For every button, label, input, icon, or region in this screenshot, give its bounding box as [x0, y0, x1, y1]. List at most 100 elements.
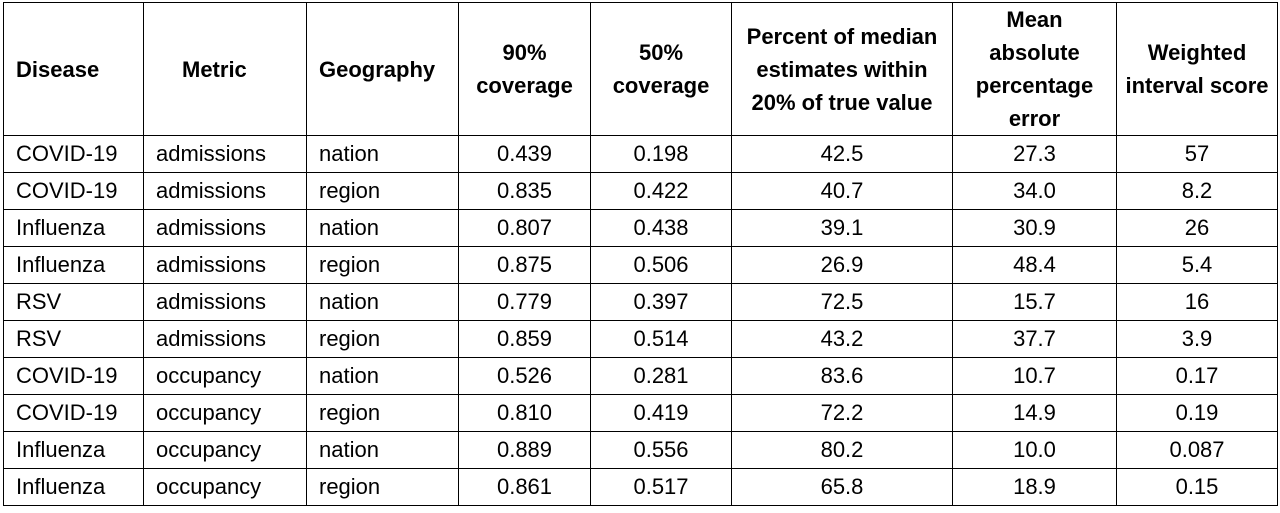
cell-mape: 27.3: [952, 135, 1117, 173]
cell-geography: nation: [306, 357, 459, 395]
cell-wis: 57: [1116, 135, 1278, 173]
cell-metric: occupancy: [143, 431, 307, 469]
header-90-coverage: 90% coverage: [458, 2, 591, 136]
cell-geography: nation: [306, 135, 459, 173]
cell-geography: region: [306, 246, 459, 284]
cell-metric: admissions: [143, 246, 307, 284]
cell-50-coverage: 0.506: [590, 246, 732, 284]
header-50-coverage: 50% coverage: [590, 2, 732, 136]
cell-geography: region: [306, 320, 459, 358]
cell-metric: admissions: [143, 320, 307, 358]
cell-wis: 0.17: [1116, 357, 1278, 395]
cell-percent-within-20: 42.5: [731, 135, 953, 173]
cell-90-coverage: 0.810: [458, 394, 591, 432]
cell-50-coverage: 0.438: [590, 209, 732, 247]
cell-percent-within-20: 83.6: [731, 357, 953, 395]
cell-50-coverage: 0.198: [590, 135, 732, 173]
cell-mape: 10.7: [952, 357, 1117, 395]
cell-wis: 0.15: [1116, 468, 1278, 506]
cell-disease: Influenza: [3, 246, 144, 284]
cell-disease: Influenza: [3, 431, 144, 469]
cell-metric: admissions: [143, 209, 307, 247]
table-row: Influenza occupancy region 0.861 0.517 6…: [3, 468, 1278, 506]
cell-geography: region: [306, 394, 459, 432]
cell-disease: COVID-19: [3, 357, 144, 395]
cell-90-coverage: 0.439: [458, 135, 591, 173]
cell-wis: 16: [1116, 283, 1278, 321]
cell-wis: 8.2: [1116, 172, 1278, 210]
table-row: COVID-19 occupancy region 0.810 0.419 72…: [3, 394, 1278, 432]
forecast-metrics-table: Disease Metric Geography 90% coverage 50…: [3, 2, 1278, 506]
cell-mape: 34.0: [952, 172, 1117, 210]
cell-mape: 30.9: [952, 209, 1117, 247]
cell-90-coverage: 0.859: [458, 320, 591, 358]
cell-mape: 15.7: [952, 283, 1117, 321]
cell-disease: Influenza: [3, 209, 144, 247]
cell-percent-within-20: 72.2: [731, 394, 953, 432]
cell-disease: RSV: [3, 283, 144, 321]
cell-mape: 10.0: [952, 431, 1117, 469]
cell-50-coverage: 0.514: [590, 320, 732, 358]
cell-90-coverage: 0.807: [458, 209, 591, 247]
cell-geography: nation: [306, 431, 459, 469]
cell-mape: 18.9: [952, 468, 1117, 506]
cell-percent-within-20: 43.2: [731, 320, 953, 358]
header-row: Disease Metric Geography 90% coverage 50…: [3, 2, 1278, 136]
cell-disease: Influenza: [3, 468, 144, 506]
cell-percent-within-20: 80.2: [731, 431, 953, 469]
table-row: COVID-19 admissions nation 0.439 0.198 4…: [3, 135, 1278, 173]
cell-percent-within-20: 65.8: [731, 468, 953, 506]
header-mape: Mean absolute percentage error: [952, 2, 1117, 136]
cell-90-coverage: 0.526: [458, 357, 591, 395]
header-metric: Metric: [143, 2, 307, 136]
header-percent-within-20: Percent of median estimates within 20% o…: [731, 2, 953, 136]
cell-disease: COVID-19: [3, 394, 144, 432]
cell-disease: COVID-19: [3, 172, 144, 210]
cell-metric: admissions: [143, 135, 307, 173]
cell-metric: occupancy: [143, 468, 307, 506]
cell-geography: nation: [306, 283, 459, 321]
cell-50-coverage: 0.419: [590, 394, 732, 432]
cell-percent-within-20: 72.5: [731, 283, 953, 321]
cell-50-coverage: 0.517: [590, 468, 732, 506]
table-row: Influenza admissions nation 0.807 0.438 …: [3, 209, 1278, 247]
cell-90-coverage: 0.835: [458, 172, 591, 210]
cell-mape: 14.9: [952, 394, 1117, 432]
cell-90-coverage: 0.861: [458, 468, 591, 506]
table-row: Influenza admissions region 0.875 0.506 …: [3, 246, 1278, 284]
header-wis: Weighted interval score: [1116, 2, 1278, 136]
cell-90-coverage: 0.779: [458, 283, 591, 321]
cell-metric: admissions: [143, 172, 307, 210]
cell-90-coverage: 0.875: [458, 246, 591, 284]
table-row: Influenza occupancy nation 0.889 0.556 8…: [3, 431, 1278, 469]
cell-wis: 0.19: [1116, 394, 1278, 432]
cell-mape: 48.4: [952, 246, 1117, 284]
cell-50-coverage: 0.281: [590, 357, 732, 395]
cell-disease: COVID-19: [3, 135, 144, 173]
table-row: RSV admissions region 0.859 0.514 43.2 3…: [3, 320, 1278, 358]
cell-percent-within-20: 39.1: [731, 209, 953, 247]
table-row: COVID-19 admissions region 0.835 0.422 4…: [3, 172, 1278, 210]
table-row: RSV admissions nation 0.779 0.397 72.5 1…: [3, 283, 1278, 321]
cell-wis: 5.4: [1116, 246, 1278, 284]
cell-percent-within-20: 26.9: [731, 246, 953, 284]
cell-percent-within-20: 40.7: [731, 172, 953, 210]
cell-wis: 3.9: [1116, 320, 1278, 358]
cell-geography: region: [306, 172, 459, 210]
cell-90-coverage: 0.889: [458, 431, 591, 469]
header-disease: Disease: [3, 2, 144, 136]
cell-metric: occupancy: [143, 357, 307, 395]
cell-geography: nation: [306, 209, 459, 247]
cell-metric: occupancy: [143, 394, 307, 432]
cell-50-coverage: 0.556: [590, 431, 732, 469]
cell-geography: region: [306, 468, 459, 506]
cell-mape: 37.7: [952, 320, 1117, 358]
cell-disease: RSV: [3, 320, 144, 358]
cell-wis: 0.087: [1116, 431, 1278, 469]
cell-wis: 26: [1116, 209, 1278, 247]
cell-metric: admissions: [143, 283, 307, 321]
header-geography: Geography: [306, 2, 459, 136]
table-row: COVID-19 occupancy nation 0.526 0.281 83…: [3, 357, 1278, 395]
cell-50-coverage: 0.397: [590, 283, 732, 321]
cell-50-coverage: 0.422: [590, 172, 732, 210]
